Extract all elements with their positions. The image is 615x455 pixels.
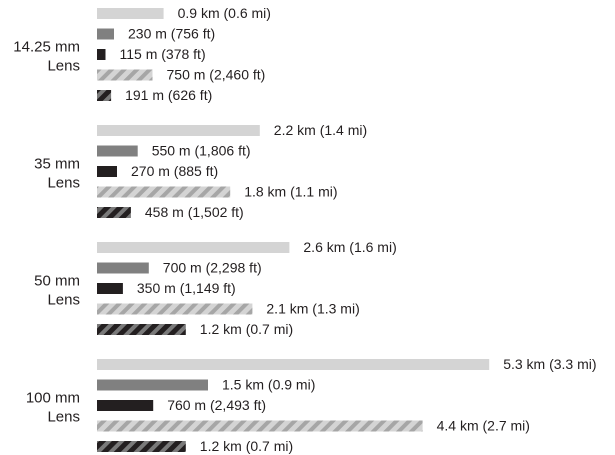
- bar: [97, 207, 131, 218]
- data-label: 750 m (2,460 ft): [167, 67, 266, 83]
- bar: [97, 359, 490, 370]
- bar: [97, 283, 123, 294]
- bar: [97, 242, 290, 253]
- data-label: 1.8 km (1.1 mi): [244, 184, 337, 200]
- category-label-line: Lens: [47, 409, 80, 426]
- bar: [97, 8, 164, 19]
- data-label: 700 m (2,298 ft): [163, 260, 262, 276]
- bar-group: 35 mm Lens 2.2 km (1.4 mi) 550 m (1,806 ft)…: [34, 122, 367, 220]
- category-label-line: Lens: [47, 175, 80, 192]
- bar: [97, 400, 154, 411]
- bar: [97, 166, 117, 177]
- data-label: 550 m (1,806 ft): [152, 143, 251, 159]
- plot-area: 14.25 mm Lens 0.9 km (0.6 mi) 230 m (756 ft…: [13, 5, 596, 454]
- data-label: 350 m (1,149 ft): [137, 280, 236, 296]
- data-label: 191 m (626 ft): [125, 87, 212, 103]
- bar: [97, 379, 208, 391]
- data-label: 230 m (756 ft): [128, 26, 215, 42]
- bar: [97, 186, 231, 198]
- data-label: 1.5 km (0.9 mi): [222, 377, 315, 393]
- data-label: 270 m (885 ft): [131, 163, 218, 179]
- data-label: 1.2 km (0.7 mi): [200, 321, 293, 337]
- bar: [97, 145, 138, 157]
- category-label: 14.25 mm Lens: [13, 39, 80, 75]
- category-label-line: 50 mm: [34, 273, 80, 290]
- data-label: 4.4 km (2.7 mi): [437, 418, 530, 434]
- data-label: 5.3 km (3.3 mi): [503, 356, 596, 372]
- category-label-line: Lens: [47, 292, 80, 309]
- bar-group: 50 mm Lens 2.6 km (1.6 mi) 700 m (2,298 ft)…: [34, 239, 397, 337]
- bar: [97, 28, 114, 40]
- data-label: 2.1 km (1.3 mi): [266, 301, 359, 317]
- bar: [97, 69, 153, 81]
- category-label: 35 mm Lens: [34, 156, 80, 192]
- bar: [97, 90, 112, 101]
- data-label: 2.6 km (1.6 mi): [303, 239, 396, 255]
- category-label-line: Lens: [47, 58, 80, 75]
- category-label: 100 mm Lens: [26, 390, 80, 426]
- data-label: 2.2 km (1.4 mi): [274, 122, 367, 138]
- bar: [97, 441, 186, 452]
- data-label: 0.9 km (0.6 mi): [178, 5, 271, 21]
- bar-group: 100 mm Lens 5.3 km (3.3 mi) 1.5 km (0.9 mi)…: [26, 356, 597, 454]
- category-label-line: 14.25 mm: [13, 39, 80, 56]
- data-label: 760 m (2,493 ft): [167, 397, 266, 413]
- bar: [97, 303, 253, 315]
- bar: [97, 49, 106, 60]
- data-label: 115 m (378 ft): [120, 46, 206, 62]
- bar: [97, 262, 149, 274]
- data-label: 1.2 km (0.7 mi): [200, 438, 293, 454]
- data-label: 458 m (1,502 ft): [145, 204, 244, 220]
- category-label-line: 35 mm: [34, 156, 80, 173]
- bar: [97, 324, 186, 335]
- bar: [97, 420, 423, 432]
- category-label: 50 mm Lens: [34, 273, 80, 309]
- bar-group: 14.25 mm Lens 0.9 km (0.6 mi) 230 m (756 ft…: [13, 5, 271, 103]
- category-label-line: 100 mm: [26, 390, 80, 407]
- bar: [97, 125, 260, 136]
